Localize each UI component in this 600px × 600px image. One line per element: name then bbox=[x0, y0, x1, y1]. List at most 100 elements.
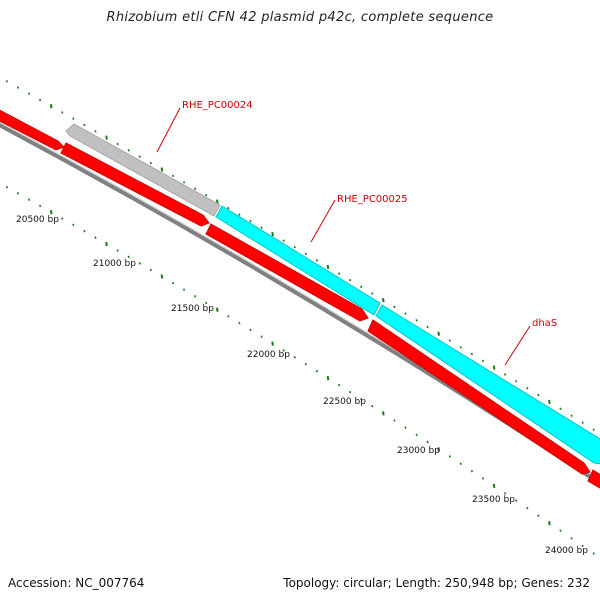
major-tick bbox=[548, 399, 551, 405]
minor-tick bbox=[515, 380, 518, 383]
outer-tick-row bbox=[5, 80, 595, 431]
minor-tick bbox=[426, 325, 429, 329]
minor-tick bbox=[526, 386, 529, 390]
minor-tick bbox=[592, 428, 595, 431]
gene-forward-2[interactable] bbox=[60, 142, 210, 227]
minor-tick bbox=[481, 477, 485, 480]
minor-tick bbox=[227, 206, 230, 210]
reverse-gene-track bbox=[65, 123, 600, 465]
minor-tick bbox=[304, 252, 307, 256]
minor-tick bbox=[83, 123, 86, 127]
gene-forward-4[interactable] bbox=[367, 319, 591, 475]
minor-tick bbox=[338, 272, 341, 275]
minor-tick bbox=[116, 142, 119, 146]
major-tick bbox=[382, 298, 385, 303]
minor-tick bbox=[61, 217, 64, 220]
minor-tick bbox=[559, 529, 562, 532]
major-tick bbox=[437, 447, 440, 452]
minor-tick bbox=[116, 249, 119, 252]
minor-tick bbox=[504, 492, 507, 495]
minor-tick bbox=[39, 204, 42, 208]
major-tick bbox=[160, 167, 164, 172]
minor-tick bbox=[83, 229, 86, 233]
minor-tick bbox=[149, 268, 152, 272]
minor-tick bbox=[282, 239, 285, 242]
major-tick bbox=[437, 331, 440, 336]
minor-tick bbox=[415, 433, 418, 437]
minor-tick bbox=[293, 356, 296, 359]
minor-tick bbox=[526, 506, 529, 510]
minor-tick bbox=[349, 278, 352, 282]
minor-tick bbox=[404, 312, 407, 315]
minor-tick bbox=[448, 455, 451, 458]
major-tick bbox=[105, 135, 108, 140]
major-tick bbox=[49, 104, 53, 109]
minor-tick bbox=[470, 352, 473, 356]
minor-tick bbox=[5, 185, 8, 189]
gene-RHE_PC00024[interactable] bbox=[65, 123, 221, 217]
gene-label-RHE_PC00024[interactable]: RHE_PC00024 bbox=[182, 100, 253, 111]
accession-text: Accession: NC_007764 bbox=[8, 576, 145, 590]
minor-tick bbox=[448, 339, 451, 342]
minor-tick bbox=[138, 155, 141, 158]
gene-RHE_PC00025[interactable] bbox=[215, 205, 381, 316]
major-tick bbox=[105, 241, 108, 247]
gene-forward-3[interactable] bbox=[205, 223, 369, 322]
major-tick bbox=[326, 375, 330, 381]
minor-tick bbox=[415, 319, 418, 322]
gene-forward-1[interactable] bbox=[0, 105, 65, 151]
minor-tick bbox=[470, 469, 473, 473]
minor-tick bbox=[282, 349, 285, 352]
minor-tick bbox=[537, 393, 540, 397]
minor-tick bbox=[315, 259, 318, 262]
minor-tick bbox=[592, 552, 595, 555]
minor-tick bbox=[227, 315, 230, 318]
major-tick bbox=[216, 199, 219, 204]
major-tick bbox=[492, 483, 496, 489]
minor-tick bbox=[183, 181, 186, 184]
minor-tick bbox=[127, 149, 130, 152]
major-tick bbox=[216, 307, 219, 312]
gene-label-RHE_PC00025[interactable]: RHE_PC00025 bbox=[337, 194, 408, 205]
gene-dhaS[interactable] bbox=[375, 304, 600, 465]
minor-tick bbox=[171, 281, 175, 285]
minor-tick bbox=[371, 292, 374, 295]
minor-tick bbox=[39, 98, 42, 102]
minor-tick bbox=[581, 544, 584, 548]
minor-tick bbox=[127, 255, 130, 259]
minor-tick bbox=[205, 193, 208, 197]
minor-tick bbox=[72, 223, 75, 227]
ruler-label: 23500 bp bbox=[472, 495, 515, 505]
gene-label-dhaS[interactable]: dhaS bbox=[532, 318, 557, 329]
minor-tick bbox=[481, 359, 485, 363]
minor-tick bbox=[94, 236, 97, 239]
minor-tick bbox=[349, 390, 352, 394]
leader-line-dhaS bbox=[504, 325, 531, 366]
minor-tick bbox=[371, 404, 374, 408]
minor-tick bbox=[171, 174, 175, 178]
ruler-label: 24000 bp bbox=[545, 546, 588, 556]
major-tick bbox=[271, 231, 274, 237]
gene-forward-5[interactable] bbox=[587, 469, 600, 494]
minor-tick bbox=[194, 295, 197, 298]
minor-tick bbox=[249, 328, 252, 332]
ruler-label: 22500 bp bbox=[323, 397, 366, 407]
ruler-label: 21500 bp bbox=[171, 304, 214, 314]
minor-tick bbox=[260, 335, 263, 338]
major-tick bbox=[382, 411, 385, 416]
minor-tick bbox=[249, 219, 252, 223]
minor-tick bbox=[570, 414, 573, 417]
minor-tick bbox=[16, 192, 20, 195]
minor-tick bbox=[426, 440, 429, 444]
minor-tick bbox=[515, 499, 518, 502]
minor-tick bbox=[28, 92, 31, 95]
minor-tick bbox=[338, 383, 341, 387]
ruler-label: 23000 bp bbox=[397, 446, 440, 456]
minor-tick bbox=[570, 537, 573, 540]
minor-tick bbox=[459, 462, 462, 466]
minor-tick bbox=[404, 426, 407, 429]
minor-tick bbox=[393, 305, 396, 309]
ruler-label: 20500 bp bbox=[16, 215, 59, 225]
minor-tick bbox=[459, 346, 462, 349]
